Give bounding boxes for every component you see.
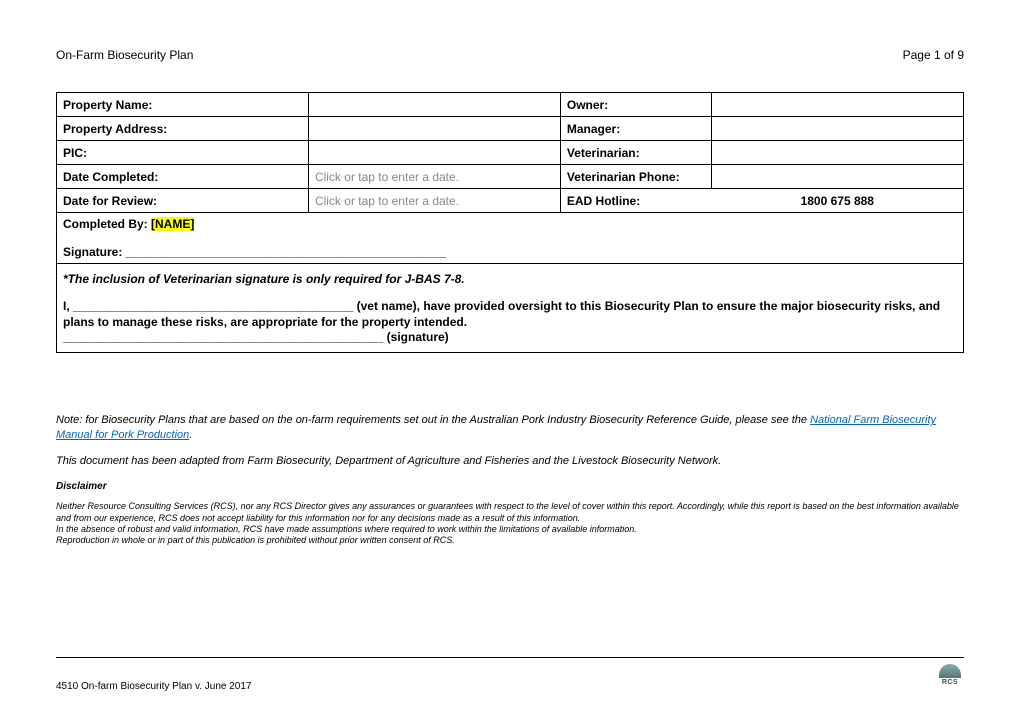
disclaimer-line3: Reproduction in whole or in part of this… xyxy=(56,535,964,546)
label-pic: PIC: xyxy=(57,141,309,165)
input-date-review[interactable]: Click or tap to enter a date. xyxy=(308,189,560,213)
value-ead-hotline: 1800 675 888 xyxy=(712,189,964,213)
input-property-address[interactable] xyxy=(308,117,560,141)
row-completed-by: Completed By: [NAME] Signature: ________… xyxy=(57,213,964,264)
note-pork-post: . xyxy=(189,429,192,441)
page-footer: 4510 On-farm Biosecurity Plan v. June 20… xyxy=(56,657,964,692)
value-completed-by-name[interactable]: [NAME] xyxy=(151,217,194,231)
vet-note: *The inclusion of Veterinarian signature… xyxy=(63,272,957,286)
disclaimer-line2: In the absence of robust and valid infor… xyxy=(56,524,964,535)
label-date-review: Date for Review: xyxy=(57,189,309,213)
row-date-review: Date for Review: Click or tap to enter a… xyxy=(57,189,964,213)
footer-version: 4510 On-farm Biosecurity Plan v. June 20… xyxy=(56,681,251,692)
header-title: On-Farm Biosecurity Plan xyxy=(56,48,193,62)
label-date-completed: Date Completed: xyxy=(57,165,309,189)
input-property-name[interactable] xyxy=(308,93,560,117)
note-pork: Note: for Biosecurity Plans that are bas… xyxy=(56,413,964,442)
disclaimer-body: Neither Resource Consulting Services (RC… xyxy=(56,501,964,546)
row-property-name: Property Name: Owner: xyxy=(57,93,964,117)
input-veterinarian[interactable] xyxy=(712,141,964,165)
label-manager: Manager: xyxy=(560,117,711,141)
vet-declaration-text: I, _____________________________________… xyxy=(63,298,957,330)
label-owner: Owner: xyxy=(560,93,711,117)
label-ead-hotline: EAD Hotline: xyxy=(560,189,711,213)
input-pic[interactable] xyxy=(308,141,560,165)
note-pork-pre: Note: for Biosecurity Plans that are bas… xyxy=(56,414,810,426)
vet-signature-line[interactable]: ________________________________________… xyxy=(63,330,957,344)
disclaimer-heading: Disclaimer xyxy=(56,480,964,493)
disclaimer-line1: Neither Resource Consulting Services (RC… xyxy=(56,501,964,524)
logo-graphic-icon xyxy=(939,664,961,678)
cell-completed-by: Completed By: [NAME] Signature: ________… xyxy=(57,213,964,264)
notes-section: Note: for Biosecurity Plans that are bas… xyxy=(56,413,964,546)
input-owner[interactable] xyxy=(712,93,964,117)
page-number: Page 1 of 9 xyxy=(903,48,964,62)
label-vet-phone: Veterinarian Phone: xyxy=(560,165,711,189)
page-header: On-Farm Biosecurity Plan Page 1 of 9 xyxy=(56,48,964,62)
input-date-completed[interactable]: Click or tap to enter a date. xyxy=(308,165,560,189)
row-property-address: Property Address: Manager: xyxy=(57,117,964,141)
row-pic: PIC: Veterinarian: xyxy=(57,141,964,165)
row-vet-declaration: *The inclusion of Veterinarian signature… xyxy=(57,264,964,353)
logo-text: RCS xyxy=(942,679,958,686)
cell-vet-declaration: *The inclusion of Veterinarian signature… xyxy=(57,264,964,353)
label-property-name: Property Name: xyxy=(57,93,309,117)
note-adapted: This document has been adapted from Farm… xyxy=(56,454,964,468)
label-signature: Signature: xyxy=(63,245,126,259)
label-property-address: Property Address: xyxy=(57,117,309,141)
label-veterinarian: Veterinarian: xyxy=(560,141,711,165)
signature-line[interactable]: ________________________________________… xyxy=(126,245,446,259)
footer-logo: RCS xyxy=(936,664,964,692)
property-form-table: Property Name: Owner: Property Address: … xyxy=(56,92,964,353)
row-date-completed: Date Completed: Click or tap to enter a … xyxy=(57,165,964,189)
input-manager[interactable] xyxy=(712,117,964,141)
input-vet-phone[interactable] xyxy=(712,165,964,189)
label-completed-by: Completed By: xyxy=(63,217,151,231)
